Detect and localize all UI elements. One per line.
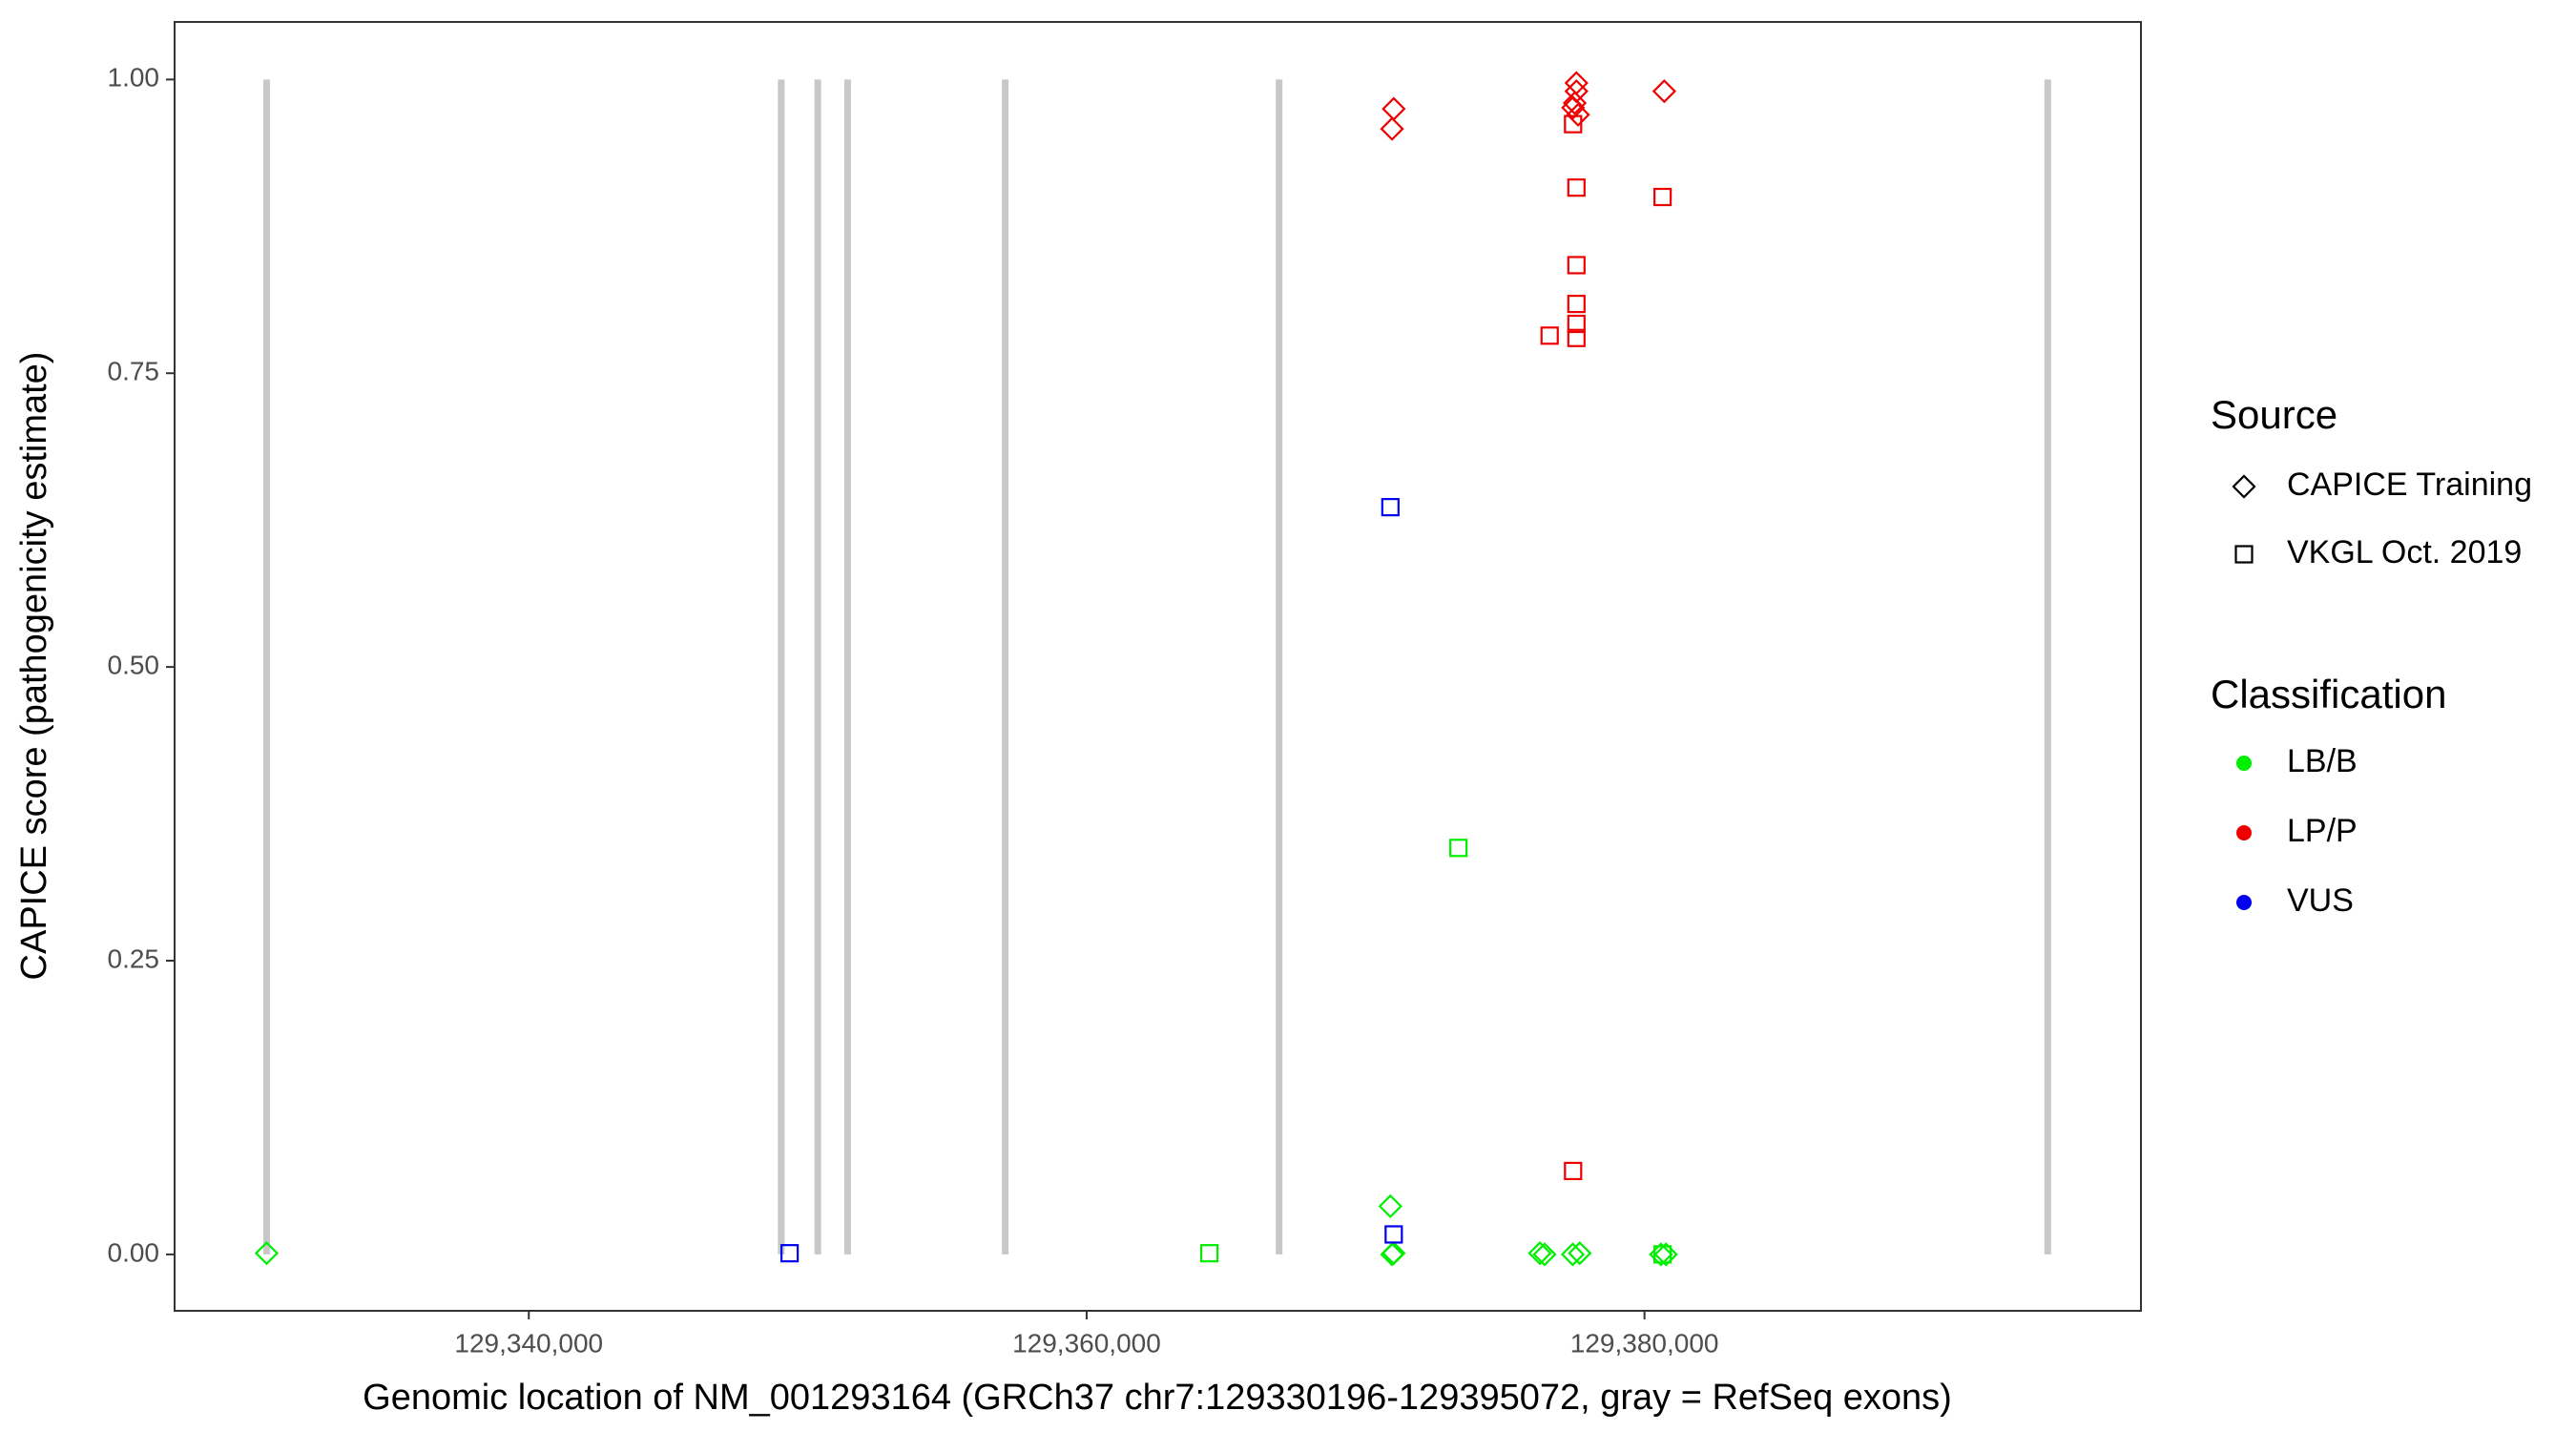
legend-label: VKGL Oct. 2019	[2287, 534, 2522, 570]
point	[1567, 256, 1586, 275]
point	[1564, 1161, 1583, 1181]
point	[1568, 1241, 1592, 1266]
plot-border	[174, 21, 2142, 1312]
y-tick-label: 0.00	[108, 1237, 160, 1267]
y-axis-title: CAPICE score (pathogenicity estimate)	[14, 352, 54, 981]
point	[1567, 314, 1586, 334]
point	[1561, 95, 1586, 120]
legend-title: Source	[2211, 392, 2337, 437]
point	[1378, 1193, 1402, 1218]
point	[1567, 294, 1586, 314]
point	[780, 1244, 800, 1263]
point	[1381, 498, 1400, 517]
point	[1562, 91, 1588, 115]
point	[1560, 1242, 1586, 1267]
point	[1199, 1244, 1219, 1263]
point	[1532, 1242, 1557, 1267]
legend-symbol	[2236, 756, 2252, 771]
legend-label: CAPICE Training	[2287, 467, 2532, 503]
point	[1384, 1225, 1403, 1244]
point	[1653, 187, 1672, 207]
x-tick-label: 129,380,000	[1570, 1328, 1719, 1358]
legend-symbol	[2232, 474, 2256, 499]
point	[1449, 839, 1468, 858]
point	[1540, 326, 1559, 345]
point	[1566, 102, 1590, 127]
y-tick-label: 0.25	[108, 944, 160, 973]
point	[1652, 79, 1676, 104]
point	[254, 1241, 280, 1266]
point	[1381, 1241, 1406, 1266]
legend-label: LP/P	[2287, 813, 2358, 849]
y-tick-label: 0.50	[108, 651, 160, 680]
x-axis-title: Genomic location of NM_001293164 (GRCh37…	[363, 1378, 1952, 1418]
legend-symbol	[2236, 895, 2252, 910]
point	[1567, 328, 1586, 347]
y-tick-label: 1.00	[108, 63, 160, 93]
point	[1653, 1242, 1678, 1267]
point	[1564, 114, 1583, 134]
legend-title: Classification	[2211, 672, 2446, 716]
x-tick-label: 129,360,000	[1012, 1328, 1161, 1358]
legend-label: LB/B	[2287, 743, 2358, 779]
point	[1653, 1245, 1672, 1264]
legend-symbol	[2234, 545, 2254, 564]
legend-label: VUS	[2287, 882, 2354, 919]
point	[1527, 1241, 1552, 1266]
point	[1380, 116, 1404, 141]
legend-symbol	[2236, 825, 2252, 840]
y-tick-label: 0.75	[108, 357, 160, 386]
x-tick-label: 129,340,000	[454, 1328, 603, 1358]
point	[1567, 178, 1586, 197]
